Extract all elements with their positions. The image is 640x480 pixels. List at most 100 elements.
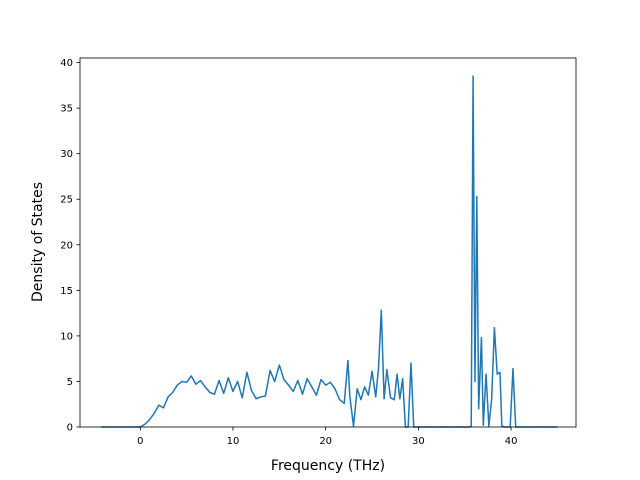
- dos-data-point: [227, 377, 229, 379]
- dos-data-point: [255, 398, 257, 400]
- dos-data-point: [325, 384, 327, 386]
- dos-data-point: [306, 378, 308, 380]
- dos-data-point: [186, 381, 188, 383]
- dos-data-point: [493, 327, 496, 329]
- dos-data-point: [329, 381, 331, 383]
- dos-data-point: [393, 399, 395, 401]
- dos-data-point: [260, 396, 262, 398]
- dos-data-point: [402, 378, 404, 380]
- dos-data-point: [241, 397, 243, 399]
- dos-data-point: [488, 425, 490, 427]
- dos-data-point: [343, 402, 345, 404]
- dos-data-point: [172, 391, 174, 393]
- y-tick-label: 35: [60, 104, 73, 115]
- dos-data-point: [399, 398, 401, 400]
- plot-area: [79, 57, 577, 428]
- dos-data-point: [485, 373, 487, 375]
- dos-data-point: [297, 379, 299, 382]
- y-axis-label: Density of States: [30, 182, 46, 302]
- dos-data-point: [283, 379, 285, 381]
- y-tick-label: 10: [60, 331, 73, 342]
- dos-data-point: [144, 423, 146, 425]
- dos-data-point: [347, 359, 349, 362]
- dos-data-point: [209, 391, 211, 393]
- y-tick-label: 20: [60, 240, 73, 251]
- dos-data-point: [250, 389, 253, 392]
- dos-data-point: [496, 373, 498, 375]
- dos-data-point: [320, 379, 322, 381]
- dos-data-point: [153, 412, 155, 414]
- dos-data-point: [292, 390, 294, 393]
- dos-data-point: [356, 388, 358, 390]
- dos-data-point: [364, 386, 366, 388]
- dos-data-point: [301, 393, 304, 395]
- dos-data-point: [162, 407, 165, 409]
- dos-data-point: [377, 367, 380, 369]
- dos-data-point: [386, 369, 388, 371]
- y-tick-label: 15: [60, 286, 73, 297]
- dos-data-point: [480, 337, 483, 339]
- dos-data-point: [474, 380, 476, 383]
- dos-data-point: [383, 398, 385, 400]
- x-tick-label: 20: [319, 436, 332, 447]
- dos-data-point: [213, 393, 216, 395]
- dos-data-point: [311, 386, 313, 388]
- dos-data-point: [396, 373, 398, 375]
- dos-data-point: [375, 396, 377, 398]
- dos-data-point: [476, 195, 478, 198]
- dos-data-point: [499, 371, 501, 373]
- dos-data-point: [264, 395, 267, 397]
- y-tick-label: 0: [67, 423, 73, 434]
- dos-data-point: [190, 375, 192, 377]
- dos-data-point: [199, 379, 202, 382]
- dos-data-point: [380, 309, 382, 311]
- dos-data-point: [367, 394, 369, 396]
- dos-data-point: [278, 364, 280, 366]
- x-axis-ticks: 0 10 20 30 40: [137, 427, 517, 447]
- x-tick-label: 10: [227, 436, 240, 447]
- x-tick-label: 30: [412, 436, 425, 447]
- dos-data-point: [512, 368, 514, 370]
- dos-data-point: [349, 395, 351, 397]
- y-tick-label: 5: [67, 377, 73, 388]
- dos-data-point: [334, 388, 336, 390]
- dos-data-point: [470, 425, 472, 427]
- dos-data-point: [410, 362, 412, 364]
- y-tick-label: 40: [60, 58, 73, 69]
- dos-data-point: [246, 371, 248, 373]
- dos-data-point: [181, 380, 183, 383]
- dos-data-point: [232, 390, 234, 393]
- y-axis-ticks: 0 5 10 15 20 25 30 35 40: [60, 58, 80, 434]
- x-axis-label: Frequency (THz): [271, 458, 385, 474]
- dos-data-point: [176, 384, 178, 386]
- axes-frame: [79, 57, 577, 428]
- dos-data-point: [371, 370, 373, 373]
- dos-data-point: [223, 392, 225, 394]
- dos-data-point: [204, 386, 206, 388]
- dos-data-point: [338, 399, 341, 401]
- dos-data-point: [389, 397, 392, 399]
- dos-data-point: [195, 383, 197, 385]
- x-tick-label: 40: [505, 436, 518, 447]
- axes-background: [80, 58, 576, 427]
- dos-data-point: [158, 404, 160, 406]
- dos-data-point: [491, 399, 493, 401]
- dos-data-point: [360, 399, 362, 401]
- dos-data-point: [482, 424, 484, 426]
- dos-data-point: [288, 384, 290, 386]
- dos-data-point: [237, 380, 239, 383]
- dos-data-point: [148, 419, 151, 421]
- dos-data-point: [274, 380, 276, 383]
- y-tick-label: 25: [60, 195, 73, 206]
- dos-data-point: [315, 394, 318, 396]
- x-tick-label: 0: [137, 436, 143, 447]
- dos-data-point: [478, 408, 480, 410]
- dos-data-point: [352, 425, 355, 427]
- dos-data-point: [167, 396, 169, 398]
- dos-data-point: [472, 75, 474, 77]
- y-tick-label: 30: [60, 149, 73, 160]
- dos-data-point: [269, 369, 271, 372]
- dos-data-point: [218, 379, 220, 382]
- dos-data-point: [501, 425, 503, 427]
